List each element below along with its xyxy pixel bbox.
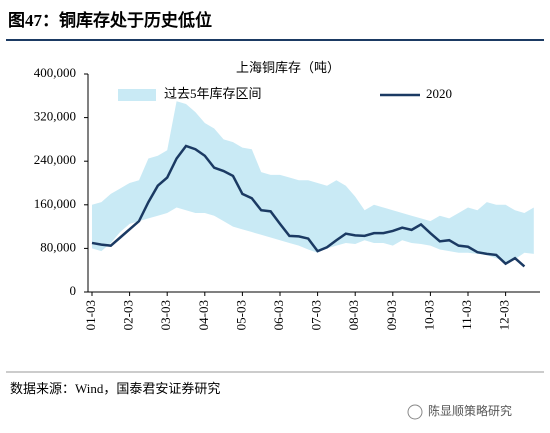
watermark-icon xyxy=(407,404,423,420)
chart-subtitle: 上海铜库存（吨） xyxy=(236,60,340,75)
y-tick-label: 0 xyxy=(70,283,77,298)
y-tick-label: 160,000 xyxy=(34,196,76,211)
x-tick-label: 04-03 xyxy=(196,300,211,330)
x-tick-label: 12-03 xyxy=(497,300,512,330)
x-tick-label: 09-03 xyxy=(384,300,399,330)
legend-label: 过去5年库存区间 xyxy=(164,86,262,101)
x-tick-label: 11-03 xyxy=(459,300,474,330)
x-tick-label: 10-03 xyxy=(421,300,436,330)
y-tick-label: 400,000 xyxy=(34,65,76,80)
source: 数据来源：Wind，国泰君安证券研究 xyxy=(10,381,220,396)
line xyxy=(91,144,526,268)
x-tick-label: 08-03 xyxy=(346,300,361,330)
page-title: 图47：铜库存处于历史低位 xyxy=(8,10,212,30)
x-tick-label: 02-03 xyxy=(121,300,136,330)
x-tick-label: 01-03 xyxy=(83,300,98,330)
legend-swatch xyxy=(118,89,156,101)
y-tick-label: 80,000 xyxy=(40,239,76,254)
legend-label: 2020 xyxy=(426,86,452,101)
x-tick-label: 03-03 xyxy=(158,300,173,330)
y-tick-label: 320,000 xyxy=(34,109,76,124)
x-tick-label: 07-03 xyxy=(309,300,324,330)
range-band xyxy=(92,101,534,263)
y-tick-label: 240,000 xyxy=(34,152,76,167)
x-tick-label: 06-03 xyxy=(271,300,286,330)
x-tick-label: 05-03 xyxy=(233,300,248,330)
watermark: 陈显顺策略研究 xyxy=(428,403,512,418)
